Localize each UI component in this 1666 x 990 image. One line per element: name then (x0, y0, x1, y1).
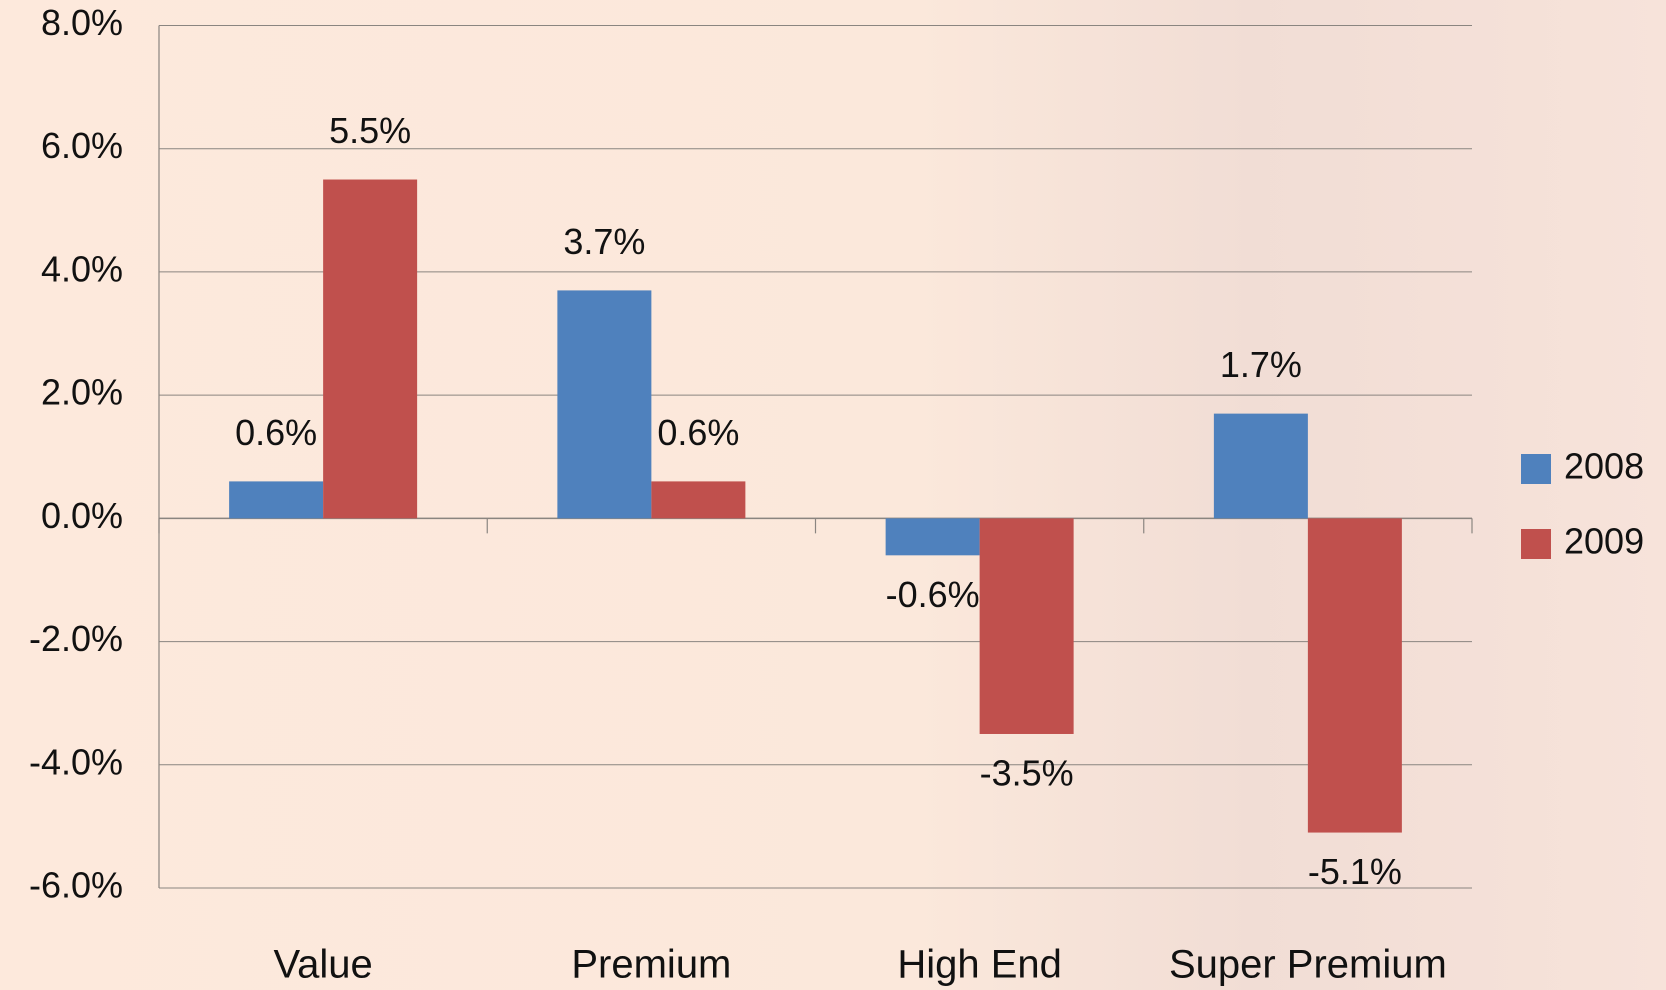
y-tick-label: 2.0% (41, 372, 123, 413)
data-label: 1.7% (1220, 344, 1302, 385)
x-tick-label: Value (273, 943, 372, 987)
bar (1307, 518, 1402, 833)
y-tick-label: -2.0% (29, 618, 123, 659)
y-tick-label: -6.0% (29, 865, 123, 906)
x-tick-label: Premium (571, 943, 731, 987)
bar (651, 481, 746, 519)
y-tick-label: 6.0% (41, 125, 123, 166)
y-tick-label: 0.0% (41, 495, 123, 536)
x-tick-label: High End (897, 943, 1062, 987)
x-tick-label: Super Premium (1169, 943, 1447, 987)
data-label: 5.5% (329, 110, 411, 151)
y-tick-label: 4.0% (41, 248, 123, 289)
bar (979, 518, 1074, 734)
data-label: 0.6% (657, 412, 739, 453)
bar (885, 518, 980, 556)
bar (1213, 413, 1308, 519)
data-label: -0.6% (886, 574, 980, 615)
y-tick-label: -4.0% (29, 741, 123, 782)
legend-swatch (1521, 529, 1551, 559)
data-label: 3.7% (563, 221, 645, 262)
legend-label: 2008 (1564, 446, 1644, 487)
bar (557, 290, 652, 519)
legend-label: 2009 (1564, 521, 1644, 562)
legend-swatch (1521, 454, 1551, 484)
y-tick-label: 8.0% (41, 2, 123, 43)
data-label: -5.1% (1308, 851, 1402, 892)
data-label: 0.6% (235, 412, 317, 453)
bar (229, 481, 324, 519)
data-label: -3.5% (980, 752, 1074, 793)
bar (323, 179, 418, 519)
